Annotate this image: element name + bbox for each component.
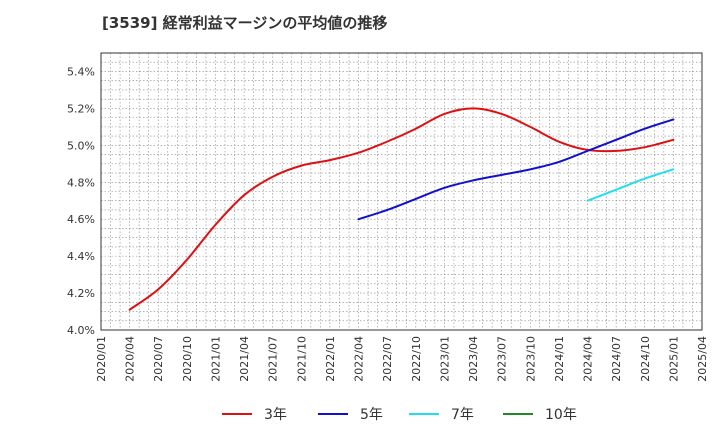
chart-title: [3539] 経常利益マージンの平均値の推移 [102, 14, 388, 32]
x-tick-label: 2025/01 [667, 336, 680, 382]
x-tick-label: 2024/04 [582, 336, 595, 382]
y-tick-label: 5.4% [67, 65, 95, 78]
x-tick-label: 2020/01 [95, 336, 108, 382]
y-tick-label: 4.0% [67, 324, 95, 337]
x-tick-label: 2020/04 [124, 336, 137, 382]
y-tick-label: 5.0% [67, 139, 95, 152]
legend-label-4: 10年 [545, 407, 577, 423]
y-tick-label: 4.4% [67, 250, 95, 263]
x-tick-label: 2023/07 [496, 336, 509, 382]
x-tick-label: 2024/07 [610, 336, 623, 382]
x-tick-label: 2023/10 [524, 336, 537, 382]
x-tick-label: 2024/01 [553, 336, 566, 382]
x-axis: 2020/01 2020/04 2020/07 2020/10 2021/01 2021/… [95, 336, 709, 382]
x-tick-label: 2020/10 [181, 336, 194, 382]
series-line-1 [128, 107, 675, 311]
plot-area [100, 52, 703, 331]
x-tick-label: 2023/04 [467, 336, 480, 382]
x-tick-label: 2023/01 [438, 336, 451, 382]
x-tick-label: 2025/04 [696, 336, 709, 382]
x-tick-label: 2021/04 [238, 336, 251, 382]
x-tick-label: 2021/01 [209, 336, 222, 382]
x-tick-label: 2022/01 [324, 336, 337, 382]
x-tick-label: 2020/07 [152, 336, 165, 382]
x-tick-label: 2021/07 [267, 336, 280, 382]
x-tick-label: 2022/04 [353, 336, 366, 382]
series-lines [128, 107, 675, 311]
legend-label-1: 3年 [264, 407, 287, 423]
y-tick-label: 4.6% [67, 213, 95, 226]
series-line-2 [357, 118, 675, 221]
series-line-3 [586, 168, 675, 202]
y-tick-label: 4.2% [67, 287, 95, 300]
x-tick-label: 2024/10 [639, 336, 652, 382]
legend-label-2: 5年 [360, 407, 383, 423]
x-tick-label: 2022/10 [410, 336, 423, 382]
x-tick-label: 2022/07 [381, 336, 394, 382]
y-tick-label: 4.8% [67, 176, 95, 189]
x-tick-label: 2021/10 [295, 336, 308, 382]
y-axis: 4.0% 4.2% 4.4% 4.6% 4.8% 5.0% 5.2% 5.4% [67, 65, 95, 337]
legend-label-3: 7年 [451, 407, 474, 423]
y-tick-label: 5.2% [67, 102, 95, 115]
legend: 3年 5年 7年 10年 [222, 407, 577, 423]
